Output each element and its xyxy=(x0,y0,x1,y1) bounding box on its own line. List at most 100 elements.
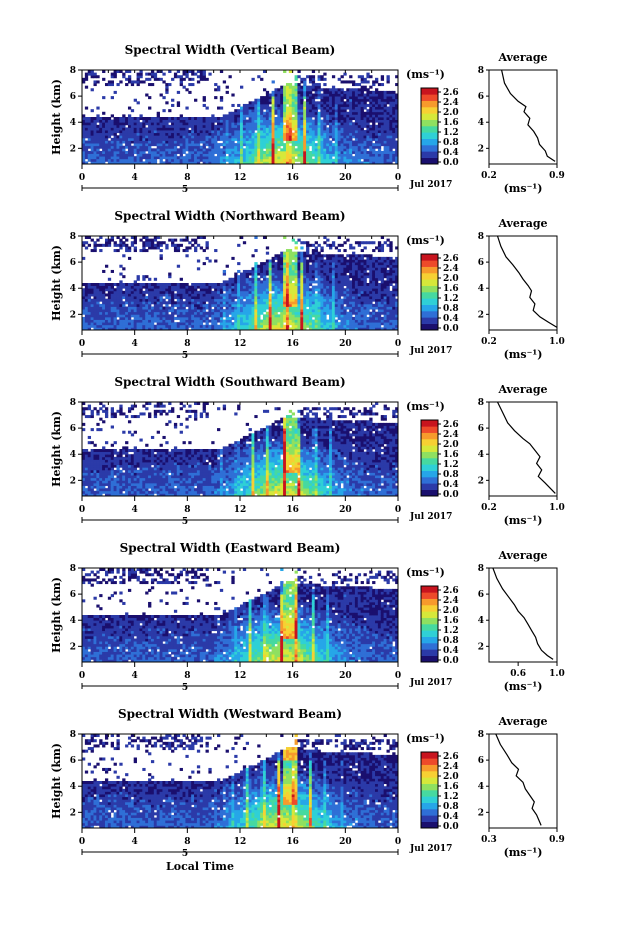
heatmap-cell xyxy=(274,256,278,260)
heatmap-cell xyxy=(240,132,244,136)
heatmap-cell xyxy=(331,277,336,281)
heatmap-cell xyxy=(314,288,318,292)
heatmap-cell xyxy=(222,311,227,315)
heatmap-cell xyxy=(329,148,333,152)
heatmap-cell xyxy=(104,150,109,154)
heatmap-cell xyxy=(127,293,132,297)
heatmap-cell xyxy=(168,319,172,323)
heatmap-cell xyxy=(352,158,356,162)
heatmap-cell xyxy=(340,111,344,115)
heatmap-cell xyxy=(82,296,86,300)
heatmap-cell xyxy=(196,130,201,134)
heatmap-cell xyxy=(294,275,298,279)
heatmap-cell xyxy=(395,127,399,131)
heatmap-cell xyxy=(291,127,295,131)
heatmap-cell xyxy=(234,153,238,157)
heatmap-cell xyxy=(251,127,255,131)
heatmap-cell xyxy=(156,77,160,81)
heatmap-cell xyxy=(96,140,100,144)
heatmap-cell xyxy=(107,316,112,320)
heatmap-cell xyxy=(122,254,126,258)
heatmap-cell xyxy=(366,145,370,149)
heatmap-cell xyxy=(199,236,204,240)
heatmap-cell xyxy=(217,117,221,121)
heatmap-cell xyxy=(205,119,209,123)
heatmap-cell xyxy=(274,275,278,279)
heatmap-cell xyxy=(130,322,135,326)
heatmap-cell xyxy=(96,324,100,328)
heatmap-cell xyxy=(122,132,126,136)
heatmap-cell xyxy=(369,96,373,100)
heatmap-cell xyxy=(104,83,109,87)
heatmap-cell xyxy=(303,130,307,134)
heatmap-cell xyxy=(87,327,92,331)
heatmap-cell xyxy=(277,259,281,263)
heatmap-cell xyxy=(153,156,158,160)
heatmap-cell xyxy=(162,311,166,315)
heatmap-cell xyxy=(291,309,295,313)
heatmap-cell xyxy=(225,298,229,302)
heatmap-cell xyxy=(277,117,281,121)
heatmap-cell xyxy=(102,124,106,128)
heatmap-cell xyxy=(173,316,178,320)
heatmap-cell xyxy=(173,303,178,307)
heatmap-cell xyxy=(360,96,364,100)
heatmap-cell xyxy=(265,124,270,128)
heatmap-cell xyxy=(294,83,298,87)
heatmap-cell xyxy=(254,122,258,126)
heatmap-cell xyxy=(363,132,367,136)
heatmap-cell xyxy=(202,119,206,123)
heatmap-cell xyxy=(173,150,178,154)
heatmap-cell xyxy=(240,135,244,139)
heatmap-cell xyxy=(317,85,321,89)
heatmap-cell xyxy=(150,288,155,292)
heatmap-cell xyxy=(93,311,97,315)
heatmap-cell xyxy=(323,83,327,87)
heatmap-cell xyxy=(300,156,304,160)
heatmap-cell xyxy=(300,88,304,92)
heatmap-cell xyxy=(199,306,204,310)
heatmap-cell xyxy=(274,145,278,149)
heatmap-cell xyxy=(366,122,370,126)
heatmap-cell xyxy=(360,75,364,79)
heatmap-cell xyxy=(308,280,313,284)
heatmap-cell xyxy=(87,70,92,74)
heatmap-cell xyxy=(294,153,298,157)
heatmap-cell xyxy=(248,293,252,297)
heatmap-cell xyxy=(202,137,206,141)
heatmap-cell xyxy=(303,327,307,331)
heatmap-cell xyxy=(245,114,250,118)
heatmap-cell xyxy=(222,119,227,123)
heatmap-cell xyxy=(300,316,304,320)
heatmap-cell xyxy=(392,124,396,128)
heatmap-cell xyxy=(331,283,336,287)
heatmap-cell xyxy=(196,122,201,126)
heatmap-cell xyxy=(251,140,255,144)
heatmap-cell xyxy=(84,127,89,131)
heatmap-cell xyxy=(191,306,195,310)
heatmap-cell xyxy=(317,132,321,136)
heatmap-cell xyxy=(222,309,227,313)
heatmap-cell xyxy=(306,309,310,313)
heatmap-cell xyxy=(386,93,390,97)
heatmap-cell xyxy=(127,114,132,118)
heatmap-cell xyxy=(82,327,86,331)
heatmap-cell xyxy=(142,132,146,136)
heatmap-cell xyxy=(125,117,129,121)
heatmap-cell xyxy=(122,153,126,157)
heatmap-cell xyxy=(222,137,227,141)
heatmap-cell xyxy=(343,249,347,253)
heatmap-cell xyxy=(329,122,333,126)
heatmap-cell xyxy=(274,314,278,318)
heatmap-cell xyxy=(110,75,114,79)
heatmap-cell xyxy=(82,137,86,141)
heatmap-cell xyxy=(340,148,344,152)
heatmap-cell xyxy=(99,316,103,320)
heatmap-cell xyxy=(139,301,143,305)
heatmap-cell xyxy=(340,150,344,154)
heatmap-cell xyxy=(340,109,344,113)
heatmap-cell xyxy=(340,298,344,302)
heatmap-cell xyxy=(311,314,316,318)
heatmap-cell xyxy=(297,327,301,331)
heatmap-cell xyxy=(334,296,339,300)
